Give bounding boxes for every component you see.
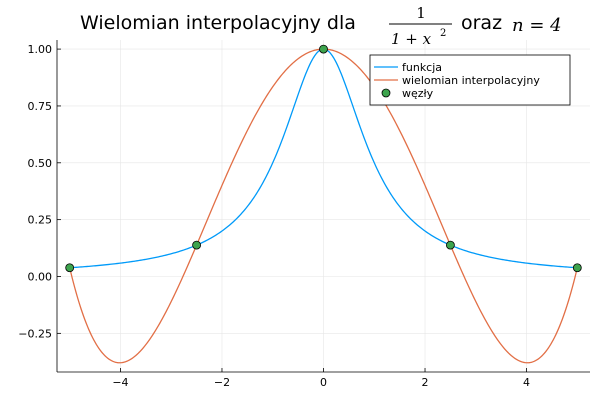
y-tick-label-2: 0.25: [28, 214, 53, 227]
legend-box: [369, 54, 571, 106]
title-fraction-denominator: 1 + x: [391, 30, 432, 48]
node-point-0: [65, 263, 75, 273]
title-prefix: Wielomian interpolacyjny dla: [80, 12, 356, 34]
node-point-1: [192, 240, 201, 250]
legend-label-wielomian: wielomian interpolacyjny: [402, 74, 540, 87]
node-point-2: [319, 44, 328, 54]
node-markers: [65, 44, 582, 273]
chart-title: Wielomian interpolacyjny dla 1 1 + x 2 o…: [80, 4, 562, 48]
legend-label-funkcja: funkcja: [402, 61, 442, 74]
title-math-suffix: n = 4: [512, 15, 562, 36]
legend-swatch-wezly: [381, 88, 391, 98]
y-tick-label-3: 0.50: [28, 157, 53, 170]
x-tick-label-2: 0: [320, 376, 327, 389]
title-fraction-numerator: 1: [416, 4, 426, 22]
x-tick-label-4: 4: [523, 376, 530, 389]
x-tick-label-3: 2: [422, 376, 429, 389]
title-middle: oraz: [461, 12, 502, 34]
tick-labels: −4 −2 0 2 4 −0.25 0.00 0.25 0.50 0.75 1.00: [18, 43, 530, 389]
legend-label-wezly: węzły: [402, 87, 434, 100]
node-point-4: [572, 263, 582, 273]
y-tick-label-5: 1.00: [28, 43, 53, 56]
y-tick-label-1: 0.00: [28, 270, 53, 283]
axes: [56, 40, 590, 373]
x-tick-label-1: −2: [214, 376, 230, 389]
y-tick-label-0: −0.25: [18, 327, 52, 340]
x-tick-label-0: −4: [112, 376, 128, 389]
title-fraction-exponent: 2: [440, 28, 446, 39]
node-point-3: [446, 240, 455, 250]
y-tick-label-4: 0.75: [28, 100, 53, 113]
legend: funkcja wielomian interpolacyjny węzły: [369, 54, 571, 106]
